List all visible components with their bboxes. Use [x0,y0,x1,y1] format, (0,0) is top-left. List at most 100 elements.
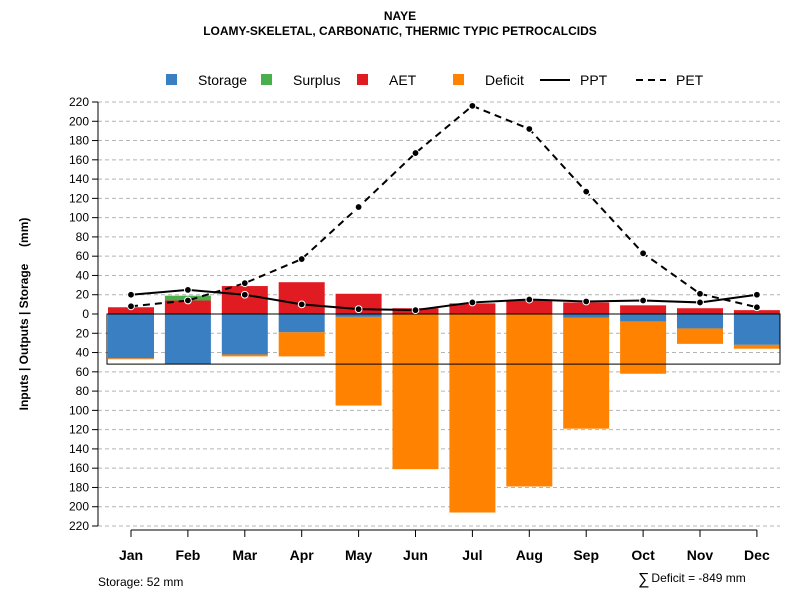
legend-label-deficit: Deficit [485,72,524,88]
bar-storage [278,314,325,333]
bar-aet [733,310,780,314]
x-tick-label: Dec [744,547,770,563]
point-ppt [753,290,761,299]
x-tick-label: Aug [516,547,543,563]
y-tick-label: 160 [69,153,89,167]
y-tick-label: 140 [69,442,89,456]
y-tick-label: 160 [69,461,89,475]
point-pet [525,125,534,133]
point-ppt [525,295,534,304]
bar-deficit [278,332,325,357]
legend-swatch-storage [166,74,177,85]
bar-deficit [449,314,496,513]
bar-aet [677,308,723,314]
bar-storage [335,314,382,317]
legend-swatch-aet [357,74,368,85]
y-tick-label: 120 [69,423,89,437]
bar-aet [620,305,667,314]
x-tick-label: Jun [403,547,428,563]
bar-aet [449,303,496,314]
point-pet [639,249,647,258]
y-tick-label: 100 [69,211,89,225]
y-tick-label: 60 [76,249,90,263]
y-tick-label: 100 [69,403,89,417]
x-tick-label: Oct [631,547,655,563]
y-tick-label: 220 [69,519,89,533]
legend-label-ppt: PPT [580,72,608,88]
bar-deficit [733,344,780,349]
bar-deficit [221,354,268,357]
y-tick-label: 220 [69,95,89,109]
bar-deficit [620,321,667,374]
bar-storage [677,314,723,329]
point-pet [753,303,761,312]
point-ppt [184,286,192,294]
legend-label-pet: PET [676,72,704,88]
y-tick-label: 20 [76,288,90,302]
x-tick-label: May [345,547,372,563]
point-ppt [354,305,363,314]
y-tick-label: 80 [76,384,90,398]
y-axis-title: Inputs | Outputs | Storage (mm) [17,218,31,411]
x-tick-label: Feb [175,547,200,563]
storage-capacity-box [106,313,781,365]
chart-subtitle: LOAMY-SKELETAL, CARBONATIC, THERMIC TYPI… [203,24,597,38]
line-pet [130,104,758,309]
point-ppt [127,290,135,299]
y-tick-label: 200 [69,114,89,128]
x-tick-label: Apr [290,547,315,563]
bar-deficit [108,358,154,360]
point-pet [696,289,704,298]
x-tick-label: Sep [573,547,599,563]
legend-label-storage: Storage [198,72,247,88]
y-tick-label: 60 [76,365,90,379]
point-pet [582,187,591,196]
deficit-footnote-text: Deficit = -849 mm [651,571,746,585]
bar-deficit [335,316,382,406]
point-pet [354,203,363,211]
y-tick-label: 180 [69,480,89,494]
point-ppt [240,290,249,299]
x-tick-label: Nov [687,547,714,563]
bar-storage [620,314,667,322]
y-tick-label: 80 [76,230,90,244]
point-ppt [297,300,306,309]
legend-label-surplus: Surplus [293,72,340,88]
x-tick-label: Jan [119,547,143,563]
point-pet [411,149,420,157]
point-pet [240,279,249,288]
legend-swatch-surplus [261,74,272,85]
point-pet [127,302,135,311]
deficit-footnote: ∑ Deficit = -849 mm [638,571,746,589]
point-ppt [411,306,420,315]
point-ppt [696,298,704,307]
bar-aet [278,282,325,314]
y-tick-label: 200 [69,500,89,514]
y-tick-label: 40 [76,346,90,360]
storage-footnote: Storage: 52 mm [98,575,184,589]
bar-storage [108,314,154,359]
point-pet [184,296,192,305]
bar-aet [563,302,610,314]
bar-deficit [677,328,723,344]
bar-storage [733,314,780,345]
chart-title: NAYE [383,9,417,23]
bar-deficit [563,317,610,429]
y-tick-label: 140 [69,172,89,186]
x-tick-label: Mar [232,547,257,563]
point-ppt [468,298,477,307]
point-ppt [639,296,647,305]
line-ppt [130,288,758,312]
bar-aet [221,286,268,314]
y-tick-label: 20 [76,326,90,340]
y-tick-label: 40 [76,268,90,282]
legend-label-aet: AET [389,72,417,88]
bar-deficit [506,314,553,487]
bar-deficit [392,314,439,470]
y-tick-label: 180 [69,134,89,148]
bar-storage [221,314,268,355]
y-tick-label: 0 [82,307,89,321]
bar-aet [108,307,154,314]
x-tick-label: Jul [462,547,482,563]
